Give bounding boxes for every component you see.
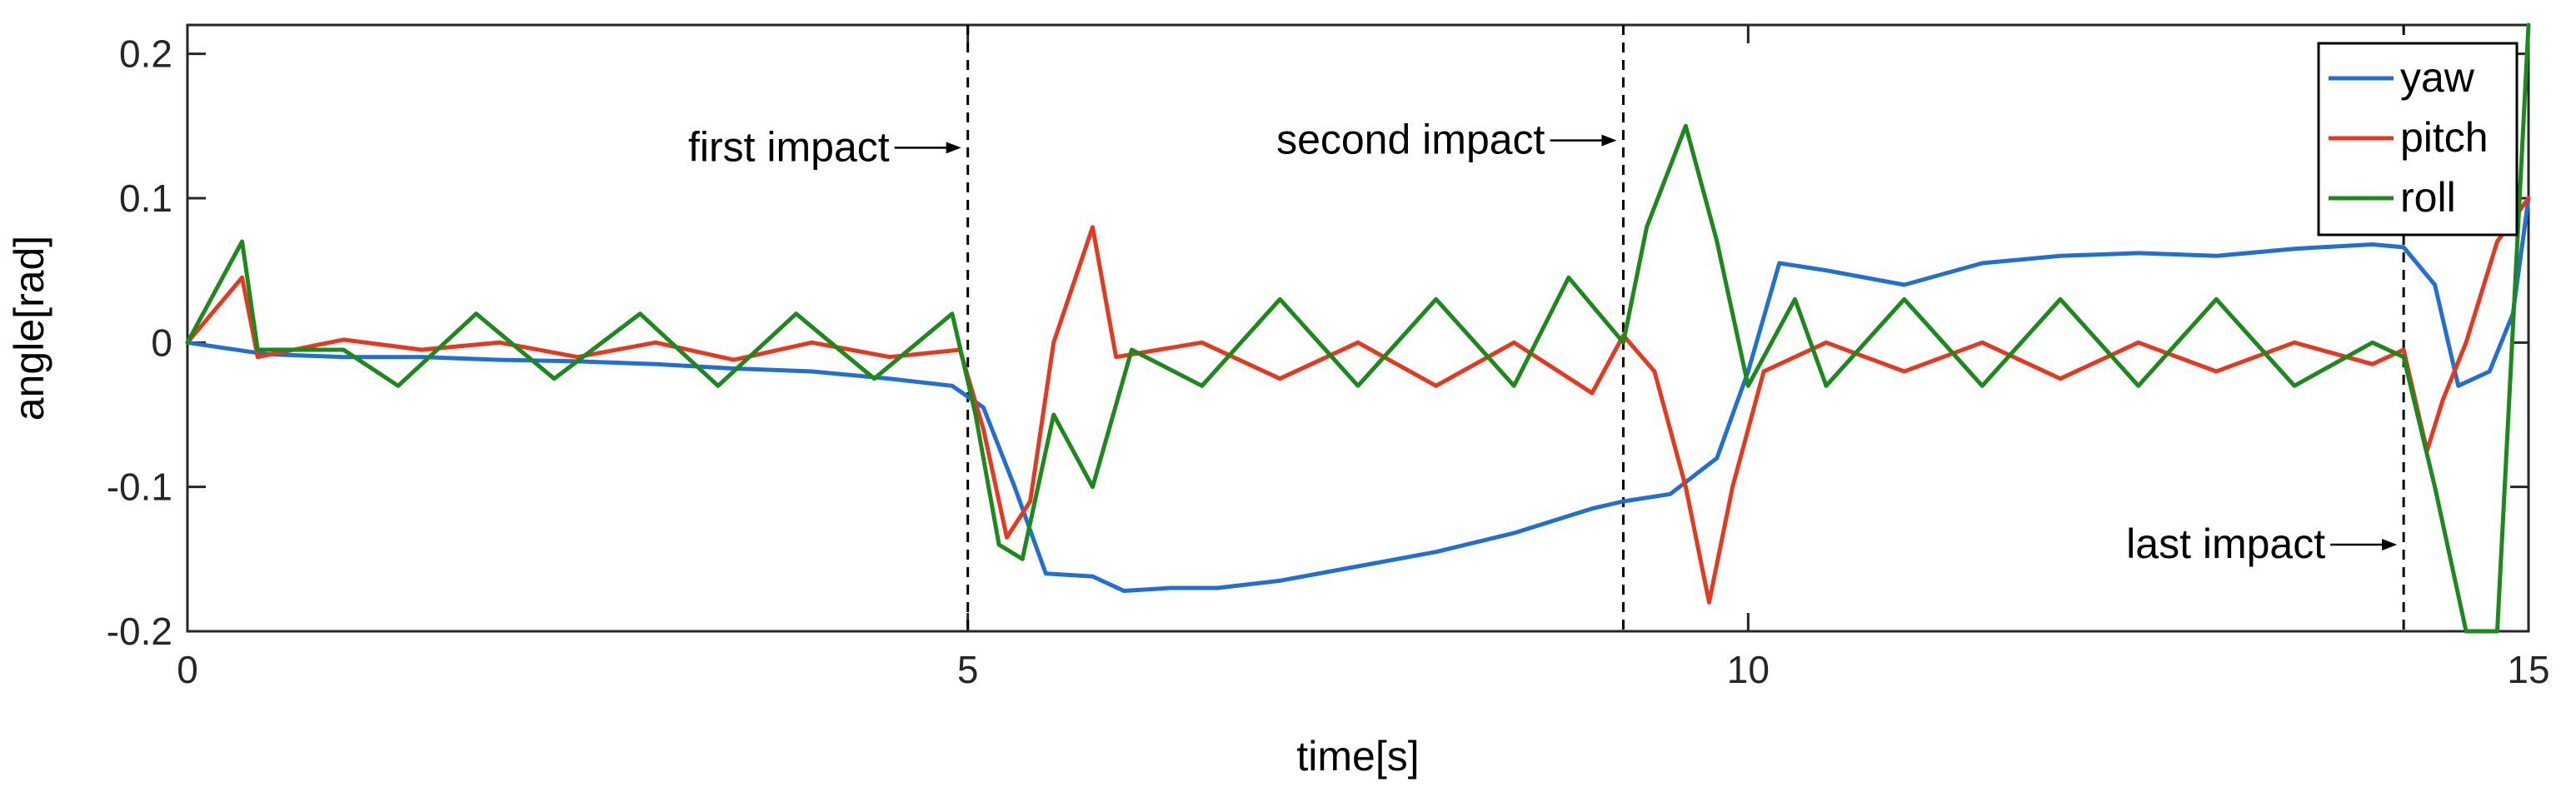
y-axis-label: angle[rad] bbox=[6, 236, 52, 421]
y-tick-label: -0.2 bbox=[107, 610, 172, 653]
y-tick-label: 0 bbox=[151, 321, 172, 364]
x-tick-label: 5 bbox=[957, 648, 979, 691]
impact-label: second impact bbox=[1276, 117, 1545, 163]
impact-label: last impact bbox=[2126, 521, 2325, 567]
x-tick-label: 10 bbox=[1727, 648, 1770, 691]
legend-label-pitch: pitch bbox=[2400, 114, 2489, 161]
x-tick-label: 15 bbox=[2507, 648, 2549, 691]
impact-arrow-head bbox=[2382, 539, 2398, 550]
y-tick-label: 0.1 bbox=[119, 177, 172, 220]
series-line-roll bbox=[185, 22, 2531, 634]
legend-label-roll: roll bbox=[2400, 174, 2456, 221]
impact-arrow-head bbox=[946, 142, 961, 154]
plot-area bbox=[186, 23, 2530, 633]
impact-arrow-head bbox=[1601, 134, 1617, 147]
y-tick-label: -0.1 bbox=[107, 466, 172, 509]
x-axis-label: time[s] bbox=[1296, 733, 1419, 780]
series-line-yaw bbox=[185, 196, 2531, 593]
y-tick-label: 0.2 bbox=[119, 32, 172, 76]
legend-label-yaw: yaw bbox=[2400, 54, 2475, 101]
impact-label: first impact bbox=[688, 123, 890, 170]
x-tick-label: 0 bbox=[177, 648, 198, 691]
series-line-pitch bbox=[185, 196, 2531, 605]
